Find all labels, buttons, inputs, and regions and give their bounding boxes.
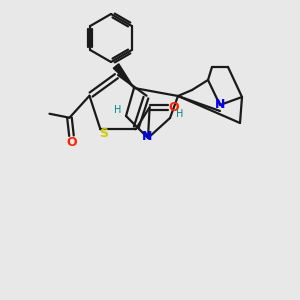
Polygon shape [113, 64, 134, 88]
Text: H: H [176, 109, 184, 119]
Text: O: O [168, 101, 179, 114]
Text: O: O [66, 136, 77, 149]
Text: S: S [99, 127, 108, 140]
Text: N: N [215, 98, 225, 112]
Text: N: N [142, 130, 152, 143]
Text: H: H [114, 105, 122, 115]
